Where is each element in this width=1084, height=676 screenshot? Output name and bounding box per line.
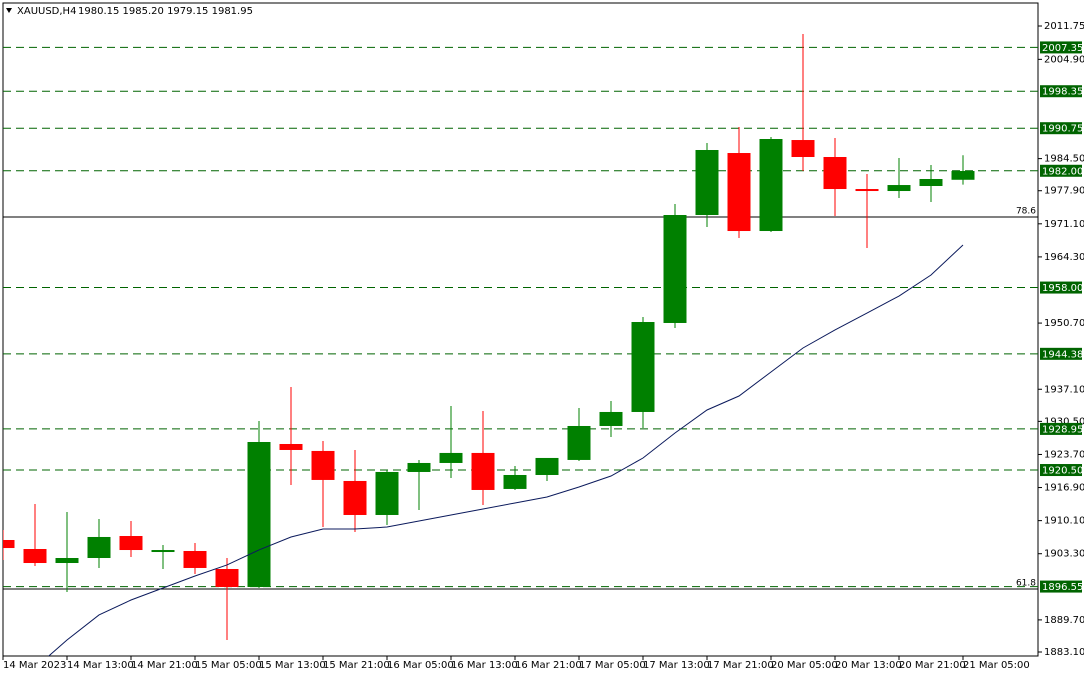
x-tick-label: 15 Mar 13:00: [259, 660, 326, 671]
x-tick-label: 17 Mar 13:00: [643, 660, 710, 671]
level-label: 2007.35: [1042, 43, 1083, 54]
y-tick-label: 1937.10: [1044, 384, 1084, 395]
axis: 2011.75 2004.90 1984.50 1977.90 1971.10 1964.…: [2, 21, 1084, 671]
x-tick-label: 16 Mar 05:00: [387, 660, 454, 671]
level-label: 1920.50: [1042, 466, 1083, 477]
candle-body: [375, 471, 399, 515]
candle-body: [119, 536, 143, 551]
candle-body: [855, 189, 879, 192]
y-tick-label: 1910.10: [1044, 516, 1084, 527]
y-tick-label: 1950.70: [1044, 318, 1084, 329]
x-tick-label: 17 Mar 05:00: [579, 660, 646, 671]
candle-body: [887, 185, 911, 192]
candle-body: [279, 443, 303, 450]
candle-body: [919, 178, 943, 187]
candle-body: [247, 441, 271, 588]
candle-body: [727, 153, 751, 232]
moving-average: [47, 244, 964, 656]
candle-body: [951, 171, 975, 180]
candle-body: [567, 425, 591, 460]
candle-body: [823, 157, 847, 190]
fib-label: 78.6: [1016, 207, 1036, 217]
ohlc-values: 1980.15 1985.20 1979.15 1981.95: [78, 6, 253, 17]
y-tick-label: 2011.75: [1044, 21, 1084, 32]
level-badge: [1040, 281, 1082, 294]
level-badge: [1040, 122, 1082, 135]
level-label: 1896.55: [1042, 582, 1083, 593]
y-tick-label: 1971.10: [1044, 219, 1084, 230]
candle-body: [215, 568, 239, 588]
x-tick-label: 16 Mar 21:00: [515, 660, 582, 671]
plot-area: [2, 2, 1039, 657]
candle-body: [87, 536, 111, 559]
candle-body: [503, 474, 527, 489]
x-tick-label: 14 Mar 2023: [3, 660, 66, 671]
y-tick-label: 1930.50: [1044, 416, 1084, 427]
candle-body: [599, 411, 623, 426]
level-badge: [1040, 85, 1082, 98]
x-tick-label: 14 Mar 13:00: [67, 660, 134, 671]
candle-body: [55, 558, 79, 564]
y-tick-label: 1984.50: [1044, 154, 1084, 165]
candle-body: [759, 139, 783, 232]
x-tick-label: 20 Mar 05:00: [771, 660, 838, 671]
candle-body: [471, 452, 495, 490]
level-label: 1944.38: [1042, 349, 1083, 360]
x-tick-label: 20 Mar 21:00: [899, 660, 966, 671]
level-badge: [1040, 580, 1082, 593]
level-badge: [1040, 464, 1082, 477]
x-tick-label: 14 Mar 21:00: [131, 660, 198, 671]
candle-body: [3, 539, 15, 549]
x-tick-label: 20 Mar 13:00: [835, 660, 902, 671]
x-tick-label: 21 Mar 05:00: [963, 660, 1030, 671]
level-badge: [1040, 164, 1082, 177]
y-tick-label: 1923.70: [1044, 449, 1084, 460]
menu-arrow[interactable]: [6, 8, 12, 13]
candle-body: [311, 450, 335, 480]
level-label: 1928.95: [1042, 424, 1083, 435]
y-tick-label: 1889.70: [1044, 615, 1084, 626]
y-tick-label: 1977.90: [1044, 186, 1084, 197]
y-tick-label: 1883.10: [1044, 647, 1084, 658]
candle-body: [407, 462, 431, 472]
candle-body: [695, 149, 719, 216]
level-label: 1982.00: [1042, 166, 1083, 177]
y-tick-label: 1903.30: [1044, 549, 1084, 560]
candle-body: [343, 480, 367, 515]
y-tick-label: 2004.90: [1044, 54, 1084, 65]
level-label: 1958.00: [1042, 283, 1083, 294]
candle-body: [535, 457, 559, 475]
x-tick-label: 16 Mar 13:00: [451, 660, 518, 671]
x-tick-label: 15 Mar 05:00: [195, 660, 262, 671]
level-label: 1998.35: [1042, 87, 1083, 98]
plot: 78.6 61.8: [3, 33, 1038, 656]
candle-body: [151, 550, 175, 553]
candle-body: [631, 322, 655, 412]
level-label: 1990.75: [1042, 124, 1083, 135]
candle-body: [183, 550, 207, 568]
level-badge: [1040, 41, 1082, 54]
candle-body: [23, 548, 47, 564]
candle-body: [791, 140, 815, 158]
fib-label: 61.8: [1016, 578, 1036, 588]
x-tick-label: 17 Mar 21:00: [707, 660, 774, 671]
candle-body: [439, 452, 463, 463]
candle-body: [663, 215, 687, 323]
x-tick-label: 15 Mar 21:00: [323, 660, 390, 671]
chart-title: XAUUSD,H4: [17, 6, 76, 17]
y-tick-label: 1964.30: [1044, 252, 1084, 263]
level-badge: [1040, 347, 1082, 360]
level-badge: [1040, 422, 1082, 435]
y-tick-label: 1916.90: [1044, 483, 1084, 494]
